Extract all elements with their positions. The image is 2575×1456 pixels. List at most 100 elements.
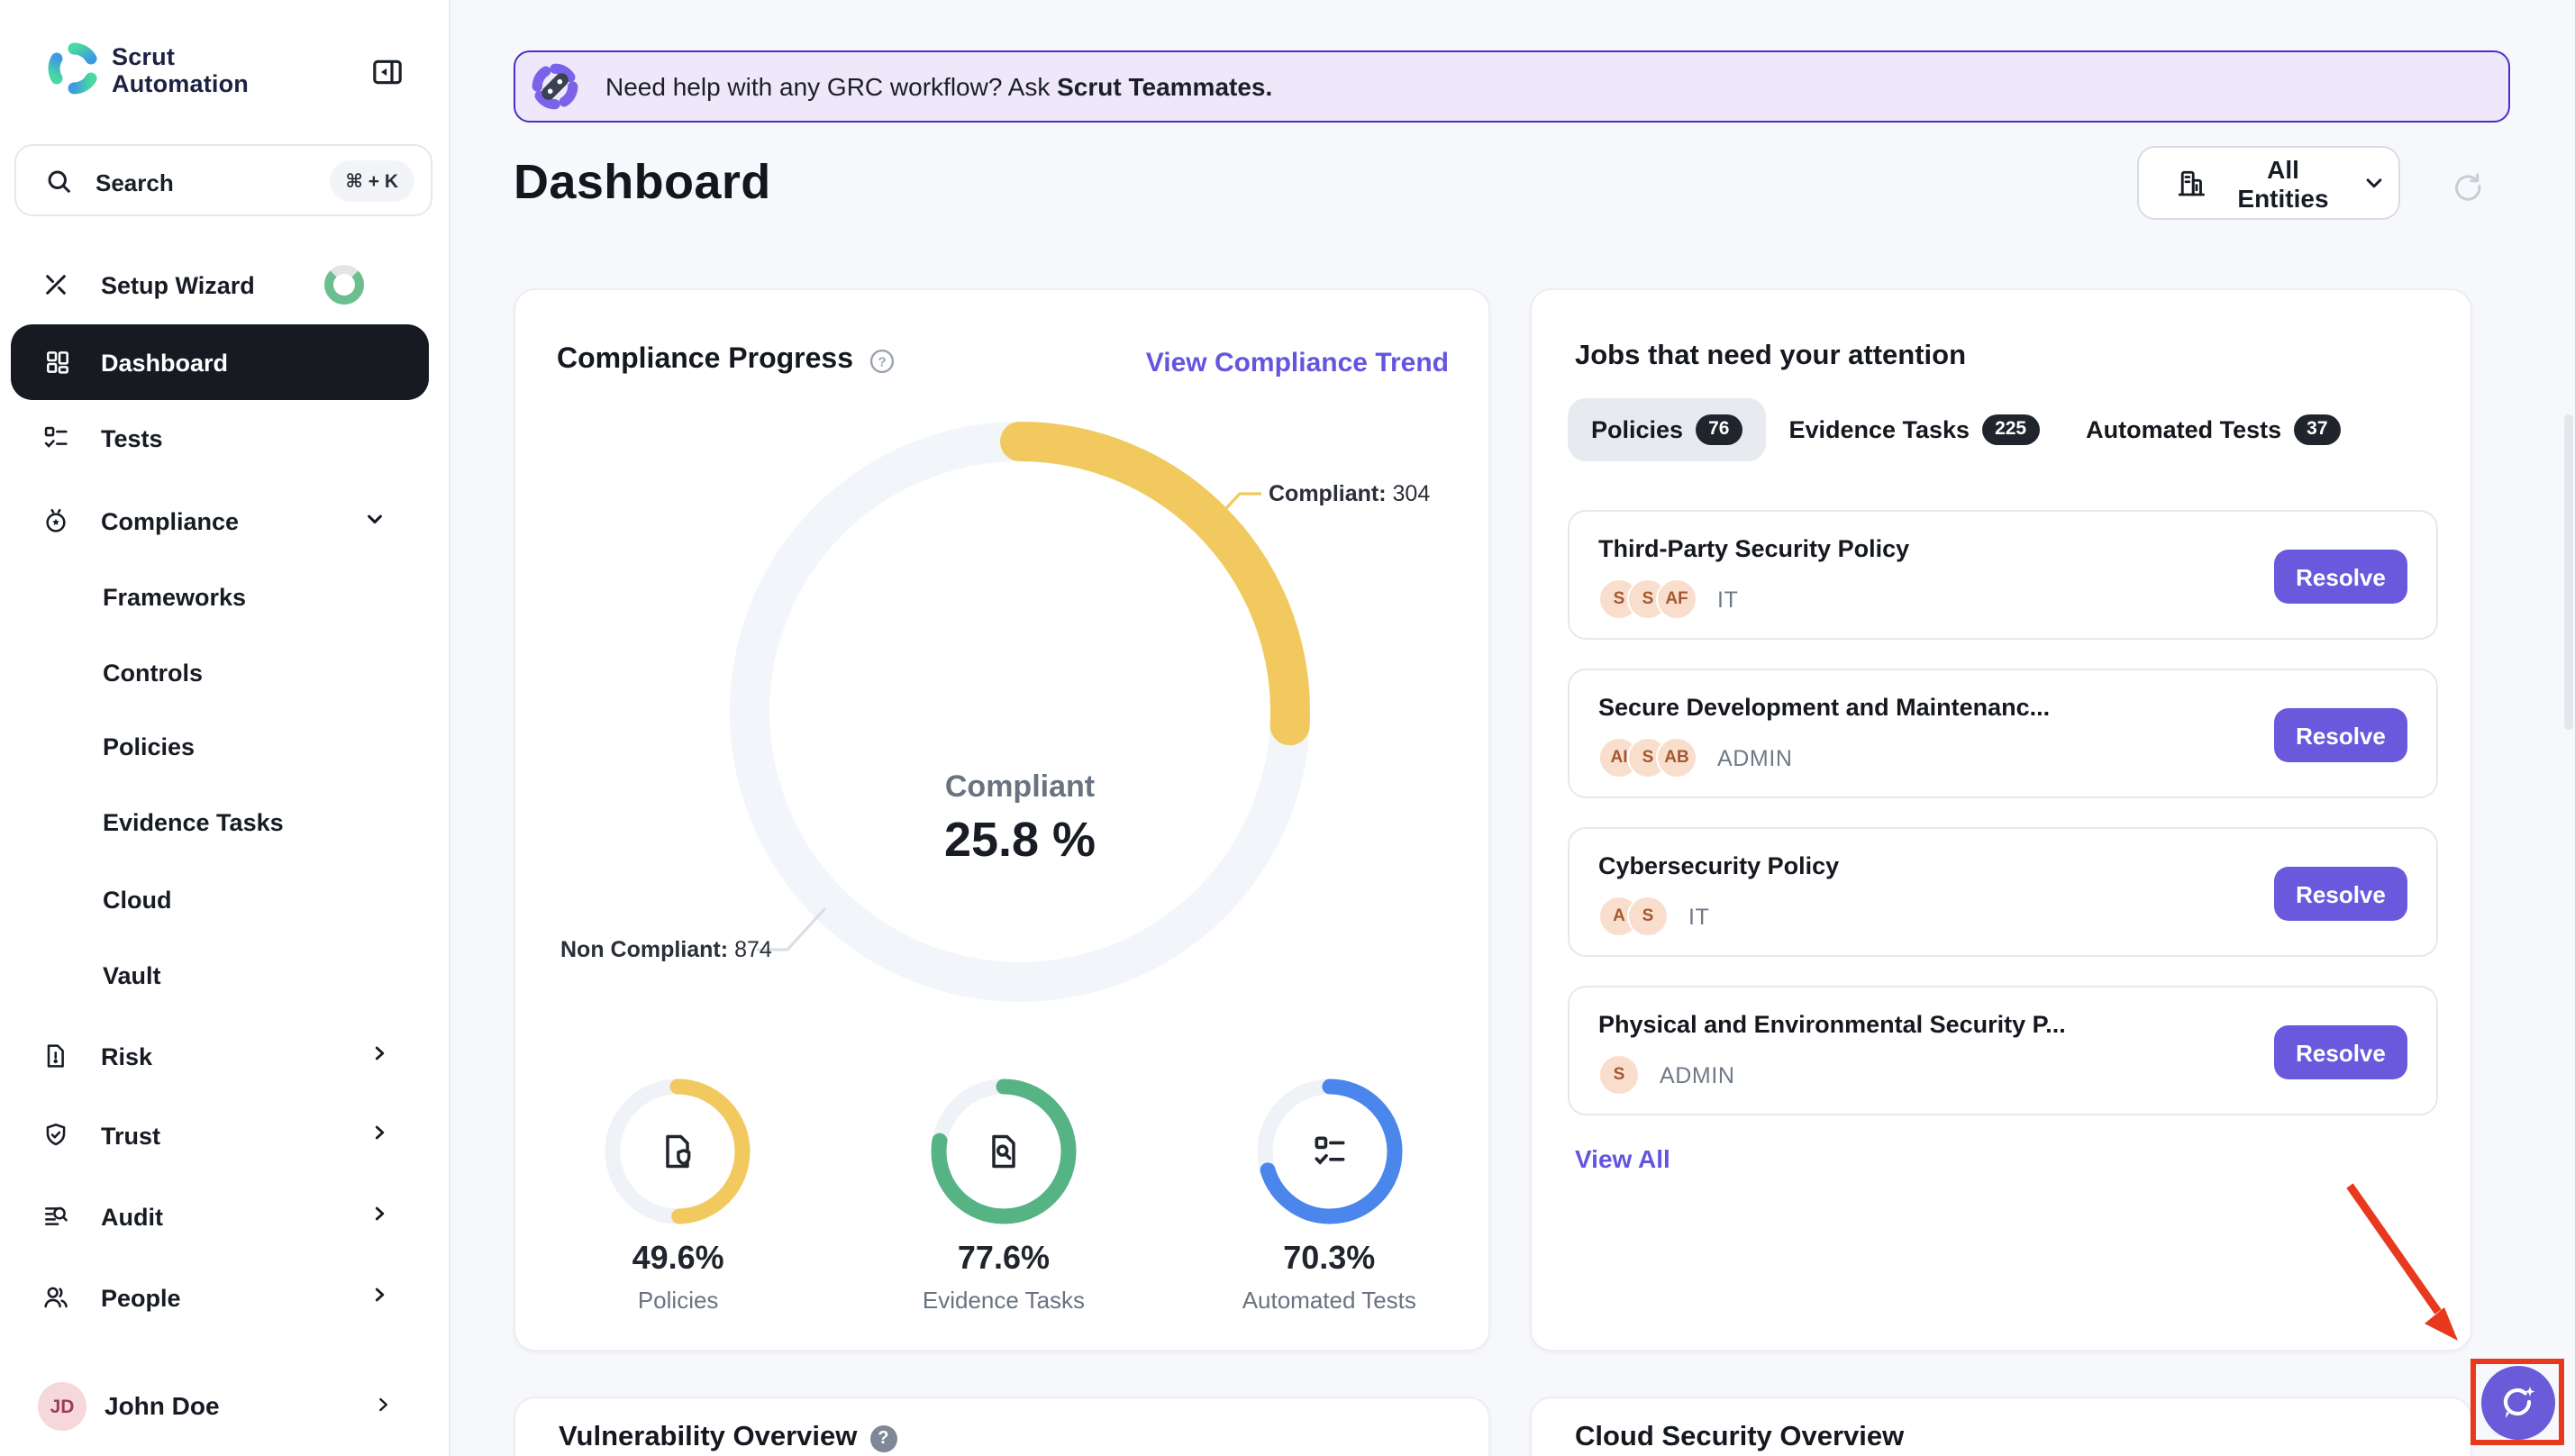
sidebar-item-controls[interactable]: Controls — [103, 660, 203, 687]
scrut-teammates-chat-button[interactable] — [2480, 1365, 2554, 1439]
sidebar-item-vault[interactable]: Vault — [103, 962, 161, 989]
app-name: Scrut Automation — [112, 43, 249, 97]
sidebar-item-audit[interactable]: Audit — [0, 1186, 449, 1247]
jobs-tabs: Policies 76 Evidence Tasks 225 Automated… — [1568, 398, 2364, 460]
info-icon[interactable]: ? — [869, 1424, 897, 1451]
resolve-button[interactable]: Resolve — [2274, 867, 2407, 921]
cloud-security-overview-card: Cloud Security Overview — [1530, 1397, 2472, 1456]
chevron-down-icon — [2361, 169, 2388, 196]
scrut-teammates-icon — [528, 59, 582, 114]
job-row: Physical and Environmental Security P...… — [1568, 986, 2438, 1115]
sidebar-item-label: Audit — [101, 1203, 163, 1230]
chevron-right-icon — [368, 1283, 391, 1306]
sidebar-item-people[interactable]: People — [0, 1267, 449, 1328]
setup-progress-ring — [323, 263, 366, 306]
collapse-sidebar-icon[interactable] — [369, 54, 405, 90]
card-title: Vulnerability Overview — [559, 1422, 858, 1452]
card-title: Cloud Security Overview — [1575, 1422, 1905, 1452]
gauge-label: Policies — [637, 1287, 719, 1314]
resolve-button[interactable]: Resolve — [2274, 550, 2407, 604]
job-title: Cybersecurity Policy — [1598, 852, 1840, 879]
job-list: Third-Party Security Policy S S AF IT Re… — [1568, 510, 2438, 1144]
risk-document-icon — [41, 1042, 70, 1070]
avatar: JD — [38, 1382, 86, 1431]
sidebar-item-policies[interactable]: Policies — [103, 733, 196, 760]
sidebar-item-dashboard[interactable]: Dashboard — [11, 324, 429, 400]
team-label: IT — [1688, 904, 1710, 929]
card-title: Jobs that need your attention — [1575, 341, 1967, 371]
sidebar: Scrut Automation ⌘ + K — [0, 0, 450, 1456]
entity-filter-dropdown[interactable]: All Entities — [2137, 146, 2400, 220]
jobs-attention-card: Jobs that need your attention Policies 7… — [1530, 288, 2472, 1351]
tab-evidence-tasks[interactable]: Evidence Tasks 225 — [1765, 398, 2062, 460]
avatar: AF — [1656, 578, 1697, 620]
sidebar-item-trust[interactable]: Trust — [0, 1105, 449, 1166]
tab-automated-tests[interactable]: Automated Tests 37 — [2062, 398, 2363, 460]
tab-policies[interactable]: Policies 76 — [1568, 398, 1766, 460]
chevron-right-icon — [368, 1202, 391, 1225]
sidebar-item-compliance[interactable]: Compliance — [0, 490, 449, 551]
avatar: S — [1627, 896, 1669, 937]
scrollbar-thumb[interactable] — [2564, 414, 2573, 730]
evidence-search-document-icon — [984, 1132, 1024, 1171]
sidebar-item-label: Compliance — [101, 507, 240, 534]
sidebar-item-frameworks[interactable]: Frameworks — [103, 584, 247, 611]
banner-text: Need help with any GRC workflow? Ask Scr… — [605, 72, 1273, 101]
search-box[interactable]: ⌘ + K — [14, 144, 432, 216]
dashboard-grid-icon — [43, 348, 72, 377]
job-row: Secure Development and Maintenanc... AI … — [1568, 669, 2438, 798]
checklist-icon — [1309, 1132, 1349, 1171]
sidebar-item-setup-wizard[interactable]: Setup Wizard — [0, 254, 449, 315]
resolve-button[interactable]: Resolve — [2274, 708, 2407, 762]
help-icon[interactable]: ? — [866, 345, 896, 376]
annotation-highlight-box — [2470, 1359, 2564, 1445]
sidebar-item-label: Trust — [101, 1122, 161, 1149]
compliance-donut-chart — [723, 414, 1317, 1009]
chevron-right-icon — [368, 1121, 391, 1144]
refresh-icon[interactable] — [2449, 168, 2483, 202]
sidebar-item-label: Dashboard — [101, 349, 229, 376]
evidence-tasks-gauge: 77.6% Evidence Tasks — [842, 1076, 1166, 1314]
gauge-value: 49.6% — [632, 1240, 724, 1276]
policy-document-icon — [659, 1132, 698, 1171]
audit-search-list-icon — [41, 1202, 70, 1231]
view-compliance-trend-link[interactable]: View Compliance Trend — [1145, 348, 1449, 378]
avatar: S — [1598, 1054, 1640, 1096]
tools-icon — [41, 270, 70, 299]
job-row: Cybersecurity Policy A S IT Resolve — [1568, 827, 2438, 957]
chevron-down-icon — [362, 506, 387, 532]
chevron-right-icon — [371, 1393, 395, 1416]
sidebar-item-cloud[interactable]: Cloud — [103, 887, 172, 914]
sidebar-item-risk[interactable]: Risk — [0, 1025, 449, 1087]
job-title: Third-Party Security Policy — [1598, 535, 1910, 562]
user-menu[interactable]: JD John Doe — [0, 1377, 449, 1438]
building-icon — [2175, 167, 2207, 199]
compliant-callout: Compliant: 304 — [1269, 481, 1431, 506]
sidebar-item-label: Tests — [101, 424, 163, 451]
job-row: Third-Party Security Policy S S AF IT Re… — [1568, 510, 2438, 640]
gauge-value: 77.6% — [957, 1240, 1050, 1276]
team-label: ADMIN — [1717, 745, 1793, 770]
sidebar-item-evidence-tasks[interactable]: Evidence Tasks — [103, 809, 284, 836]
chevron-right-icon — [368, 1042, 391, 1065]
gauge-value: 70.3% — [1283, 1240, 1376, 1276]
gauge-label: Automated Tests — [1242, 1287, 1416, 1314]
sidebar-item-tests[interactable]: Tests — [0, 407, 449, 469]
search-input[interactable] — [92, 148, 315, 216]
user-name: John Doe — [105, 1391, 220, 1420]
resolve-button[interactable]: Resolve — [2274, 1025, 2407, 1079]
count-badge: 37 — [2294, 414, 2341, 444]
checklist-icon — [41, 423, 70, 452]
automated-tests-gauge: 70.3% Automated Tests — [1167, 1076, 1491, 1314]
entity-filter-label: All Entities — [2237, 154, 2329, 212]
non-compliant-callout: Non Compliant: 874 — [560, 937, 772, 962]
people-icon — [41, 1283, 70, 1312]
view-all-link[interactable]: View All — [1575, 1144, 1670, 1173]
teammates-banner[interactable]: Need help with any GRC workflow? Ask Scr… — [514, 50, 2510, 123]
scrut-logo-icon — [45, 40, 103, 97]
compliance-badge-icon — [41, 506, 70, 535]
page-title: Dashboard — [514, 155, 771, 209]
search-icon — [43, 166, 76, 198]
sidebar-item-label: Setup Wizard — [101, 271, 255, 298]
